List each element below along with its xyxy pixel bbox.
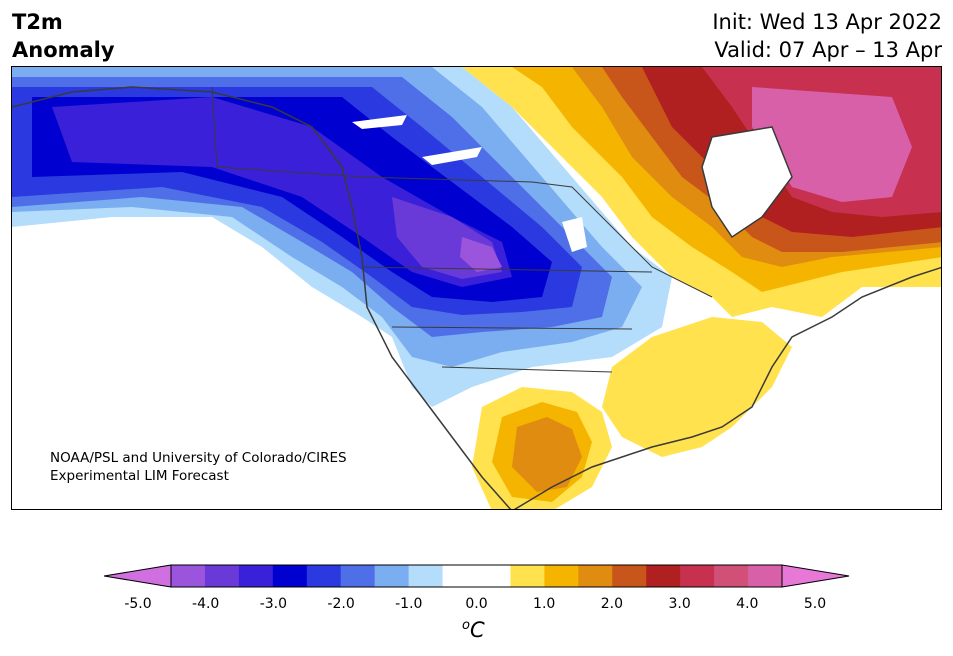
colorbar-outline xyxy=(170,564,783,588)
colorbar-tick-label: -1.0 xyxy=(395,596,423,612)
colorbar-cell xyxy=(204,565,240,587)
colorbar-cell xyxy=(748,565,783,587)
colorbar-cell xyxy=(340,565,376,587)
colorbar-cell xyxy=(374,565,410,587)
colorbar-cell xyxy=(171,565,206,587)
lake-2 xyxy=(422,147,482,165)
colorbar-tick-labels: -5.0 -4.0 -3.0 -2.0 -1.0 0.0 1.0 2.0 3.0 4.0 5.0 xyxy=(0,596,953,616)
colorbar-tick-label: -2.0 xyxy=(327,596,355,612)
cold-purple-core xyxy=(460,237,502,272)
map-title: T2m Anomaly xyxy=(12,8,115,64)
colorbar-cell xyxy=(476,565,511,587)
anomaly-map: NOAA/PSL and University of Colorado/CIRE… xyxy=(11,66,942,510)
unit-celsius: C xyxy=(469,618,485,642)
colorbar-cell xyxy=(238,565,274,587)
colorbar-cell xyxy=(578,565,613,587)
colorbar-tick-label: 1.0 xyxy=(533,596,556,612)
colorbar-left-arrow xyxy=(104,564,172,588)
borders xyxy=(211,86,713,373)
colorbar-right-arrow xyxy=(781,564,850,588)
warm-texas-dark xyxy=(512,417,582,492)
colorbar-cell xyxy=(714,565,749,587)
colorbar-cell xyxy=(272,565,308,587)
colorbar-cell xyxy=(680,565,715,587)
lake-3 xyxy=(562,217,587,252)
colorbar-cell xyxy=(408,565,444,587)
credit-text: NOAA/PSL and University of Colorado/CIRE… xyxy=(50,449,347,485)
colorbar-tick-label: -4.0 xyxy=(192,596,220,612)
colorbar-cell xyxy=(510,565,545,587)
colorbar-tick-label: 5.0 xyxy=(803,596,827,612)
credit-line-1: NOAA/PSL and University of Colorado/CIRE… xyxy=(50,450,347,466)
warm-magenta-east xyxy=(752,87,912,202)
colorbar-cell xyxy=(646,565,681,587)
colorbar-tick-label: 3.0 xyxy=(668,596,691,612)
colorbar-cell xyxy=(544,565,579,587)
colorbar-cell xyxy=(442,565,477,587)
colorbar-tick-label: -3.0 xyxy=(259,596,288,612)
hudson-bay xyxy=(702,127,792,237)
unit-degree: o xyxy=(462,618,470,633)
colorbar-cell xyxy=(306,565,342,587)
valid-range: Valid: 07 Apr – 13 Apr xyxy=(714,38,942,62)
colorbar xyxy=(104,564,850,588)
colorbar-cell xyxy=(612,565,647,587)
map-canvas xyxy=(12,67,941,509)
colorbar-tick-label: 0.0 xyxy=(465,596,488,612)
title-line-2: Anomaly xyxy=(12,38,115,62)
title-line-1: T2m xyxy=(12,10,63,34)
colorbar-tick-label: 4.0 xyxy=(736,596,759,612)
colorbar-tick-label: 2.0 xyxy=(600,596,624,612)
colorbar-unit: oC xyxy=(462,618,485,642)
warm-southeast xyxy=(602,317,792,457)
credit-line-2: Experimental LIM Forecast xyxy=(50,468,229,484)
colorbar-tick-label: -5.0 xyxy=(124,596,152,612)
forecast-dates: Init: Wed 13 Apr 2022 Valid: 07 Apr – 13… xyxy=(712,8,942,64)
cold-indigo xyxy=(52,97,512,287)
init-date: Init: Wed 13 Apr 2022 xyxy=(712,10,942,34)
lake-1 xyxy=(352,115,407,129)
coastlines xyxy=(12,86,941,509)
